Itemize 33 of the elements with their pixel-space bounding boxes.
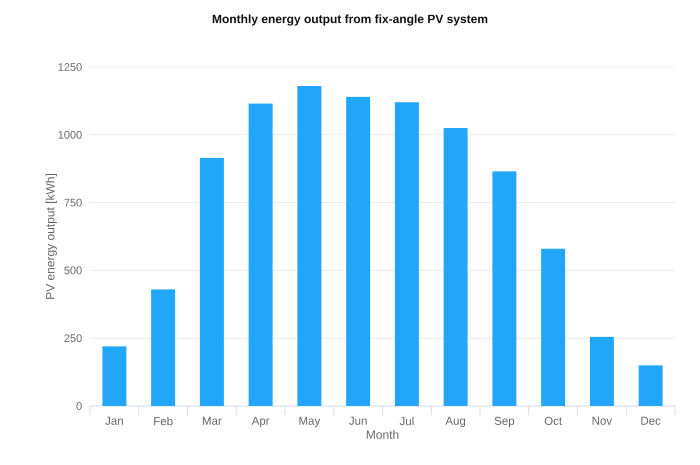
y-tick-label: 1000 (58, 130, 82, 139)
x-tick-label: Sep (494, 416, 514, 428)
x-tick-label: Dec (641, 416, 661, 425)
bar (297, 86, 322, 406)
bar (151, 289, 176, 406)
bar (541, 248, 566, 406)
x-tick-label: Aug (445, 416, 466, 428)
bar (492, 171, 516, 406)
x-tick-label: May (299, 416, 320, 428)
x-tick-label: Apr (252, 416, 270, 428)
x-tick-label: Oct (544, 416, 562, 425)
x-axis-title: Month (366, 430, 398, 439)
x-tick-label: Jul (400, 416, 414, 426)
x-tick-label: Jun (349, 416, 367, 425)
y-tick-label: 1250 (58, 63, 82, 71)
bar (444, 128, 468, 406)
y-axis-title: PV energy output [kWh] (46, 174, 57, 299)
y-tick-label: 750 (64, 198, 82, 206)
bar (590, 336, 614, 406)
x-tick-label: Jan (105, 416, 123, 425)
bar (346, 96, 370, 406)
bar (394, 102, 419, 406)
x-tick-label: Nov (592, 416, 612, 425)
chart-title: Monthly energy output from fix-angle PV system (212, 14, 488, 26)
x-tick-label: Feb (154, 416, 173, 426)
bar (102, 346, 126, 406)
bar (200, 158, 224, 406)
bar (638, 365, 663, 406)
bar (248, 104, 273, 406)
y-tick-label: 500 (64, 266, 82, 274)
y-tick-label: 0 (76, 402, 82, 410)
x-tick-label: Mar (202, 416, 222, 425)
y-tick-label: 250 (64, 334, 82, 342)
